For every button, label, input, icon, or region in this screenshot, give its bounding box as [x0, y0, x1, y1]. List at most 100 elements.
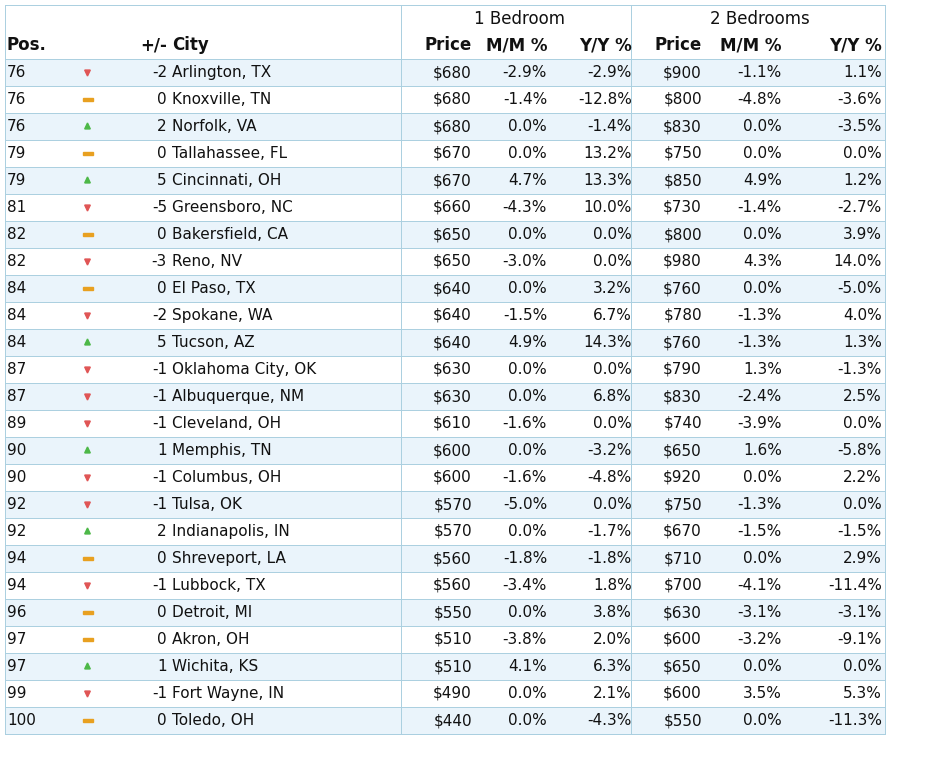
Text: Norfolk, VA: Norfolk, VA	[172, 119, 256, 134]
Polygon shape	[85, 691, 91, 697]
Text: -4.3%: -4.3%	[587, 713, 632, 728]
Bar	[5, 464, 885, 491]
Text: $600: $600	[663, 686, 702, 701]
Text: 76: 76	[7, 119, 26, 134]
Bar	[5, 113, 885, 140]
Text: $750: $750	[663, 146, 702, 161]
Text: -5: -5	[152, 200, 167, 215]
Text: 13.2%: 13.2%	[584, 146, 632, 161]
Text: -1: -1	[152, 389, 167, 404]
Text: 0.0%: 0.0%	[508, 443, 547, 458]
Text: 0.0%: 0.0%	[743, 227, 782, 242]
Text: 5: 5	[157, 173, 167, 188]
Text: -5.0%: -5.0%	[503, 497, 547, 512]
Text: -4.1%: -4.1%	[737, 578, 782, 593]
Text: 76: 76	[7, 65, 26, 80]
Text: 1.3%: 1.3%	[843, 335, 882, 350]
Text: $920: $920	[663, 470, 702, 485]
Text: 3.5%: 3.5%	[743, 686, 782, 701]
Text: -3.2%: -3.2%	[737, 632, 782, 647]
Text: 4.7%: 4.7%	[508, 173, 547, 188]
Text: $550: $550	[434, 605, 472, 620]
Polygon shape	[85, 259, 91, 265]
Text: 3.2%: 3.2%	[593, 281, 632, 296]
Text: -1.5%: -1.5%	[837, 524, 882, 539]
Text: 1.6%: 1.6%	[743, 443, 782, 458]
Text: -1.4%: -1.4%	[737, 200, 782, 215]
Text: $670: $670	[433, 146, 472, 161]
Bar	[5, 518, 885, 545]
Bar	[5, 248, 885, 275]
Bar	[5, 167, 885, 194]
Text: -9.1%: -9.1%	[837, 632, 882, 647]
Text: 10.0%: 10.0%	[584, 200, 632, 215]
Text: Cleveland, OH: Cleveland, OH	[172, 416, 281, 431]
Text: $510: $510	[434, 632, 472, 647]
Text: $650: $650	[433, 254, 472, 269]
Polygon shape	[85, 394, 91, 400]
Text: Akron, OH: Akron, OH	[172, 632, 250, 647]
Bar	[5, 59, 885, 86]
Polygon shape	[85, 70, 91, 76]
Bar	[82, 611, 92, 614]
Text: 0.0%: 0.0%	[508, 524, 547, 539]
Text: $830: $830	[663, 119, 702, 134]
Polygon shape	[85, 205, 91, 211]
Text: $830: $830	[663, 389, 702, 404]
Text: 84: 84	[7, 308, 26, 323]
Text: $650: $650	[433, 227, 472, 242]
Text: 82: 82	[7, 227, 26, 242]
Bar	[5, 707, 885, 734]
Bar	[5, 626, 885, 653]
Text: 6.7%: 6.7%	[593, 308, 632, 323]
Text: 0: 0	[157, 92, 167, 107]
Text: 84: 84	[7, 281, 26, 296]
Text: 0.0%: 0.0%	[508, 362, 547, 377]
Text: Columbus, OH: Columbus, OH	[172, 470, 281, 485]
Text: -11.3%: -11.3%	[828, 713, 882, 728]
Text: +/-: +/-	[141, 37, 167, 55]
Text: -1.3%: -1.3%	[737, 497, 782, 512]
Polygon shape	[85, 367, 91, 373]
Text: 0.0%: 0.0%	[743, 713, 782, 728]
Text: $780: $780	[663, 308, 702, 323]
Text: 0: 0	[157, 632, 167, 647]
Text: 97: 97	[7, 659, 26, 674]
Bar	[5, 5, 885, 32]
Text: $680: $680	[433, 92, 472, 107]
Text: 76: 76	[7, 92, 26, 107]
Text: 0.0%: 0.0%	[593, 497, 632, 512]
Text: 0: 0	[157, 551, 167, 566]
Text: -1: -1	[152, 362, 167, 377]
Text: 100: 100	[7, 713, 36, 728]
Text: -5.8%: -5.8%	[837, 443, 882, 458]
Bar	[82, 233, 92, 236]
Text: $700: $700	[663, 578, 702, 593]
Text: -3.1%: -3.1%	[737, 605, 782, 620]
Bar	[5, 275, 885, 302]
Polygon shape	[85, 583, 91, 589]
Text: 2.1%: 2.1%	[593, 686, 632, 701]
Bar	[82, 97, 92, 101]
Text: Cincinnati, OH: Cincinnati, OH	[172, 173, 281, 188]
Bar	[82, 638, 92, 642]
Text: $640: $640	[433, 281, 472, 296]
Text: Price: Price	[424, 37, 472, 55]
Bar	[5, 599, 885, 626]
Text: Indianapolis, IN: Indianapolis, IN	[172, 524, 290, 539]
Text: -3.5%: -3.5%	[837, 119, 882, 134]
Text: 13.3%: 13.3%	[584, 173, 632, 188]
Text: Price: Price	[654, 37, 702, 55]
Text: 0.0%: 0.0%	[508, 389, 547, 404]
Text: $650: $650	[663, 443, 702, 458]
Text: 0: 0	[157, 146, 167, 161]
Text: M/M %: M/M %	[486, 37, 547, 55]
Text: $850: $850	[663, 173, 702, 188]
Text: -3: -3	[152, 254, 167, 269]
Text: $680: $680	[433, 65, 472, 80]
Text: 1 Bedroom: 1 Bedroom	[474, 9, 566, 27]
Text: -1.3%: -1.3%	[837, 362, 882, 377]
Bar	[82, 557, 92, 560]
Text: -2.7%: -2.7%	[837, 200, 882, 215]
Bar	[5, 221, 885, 248]
